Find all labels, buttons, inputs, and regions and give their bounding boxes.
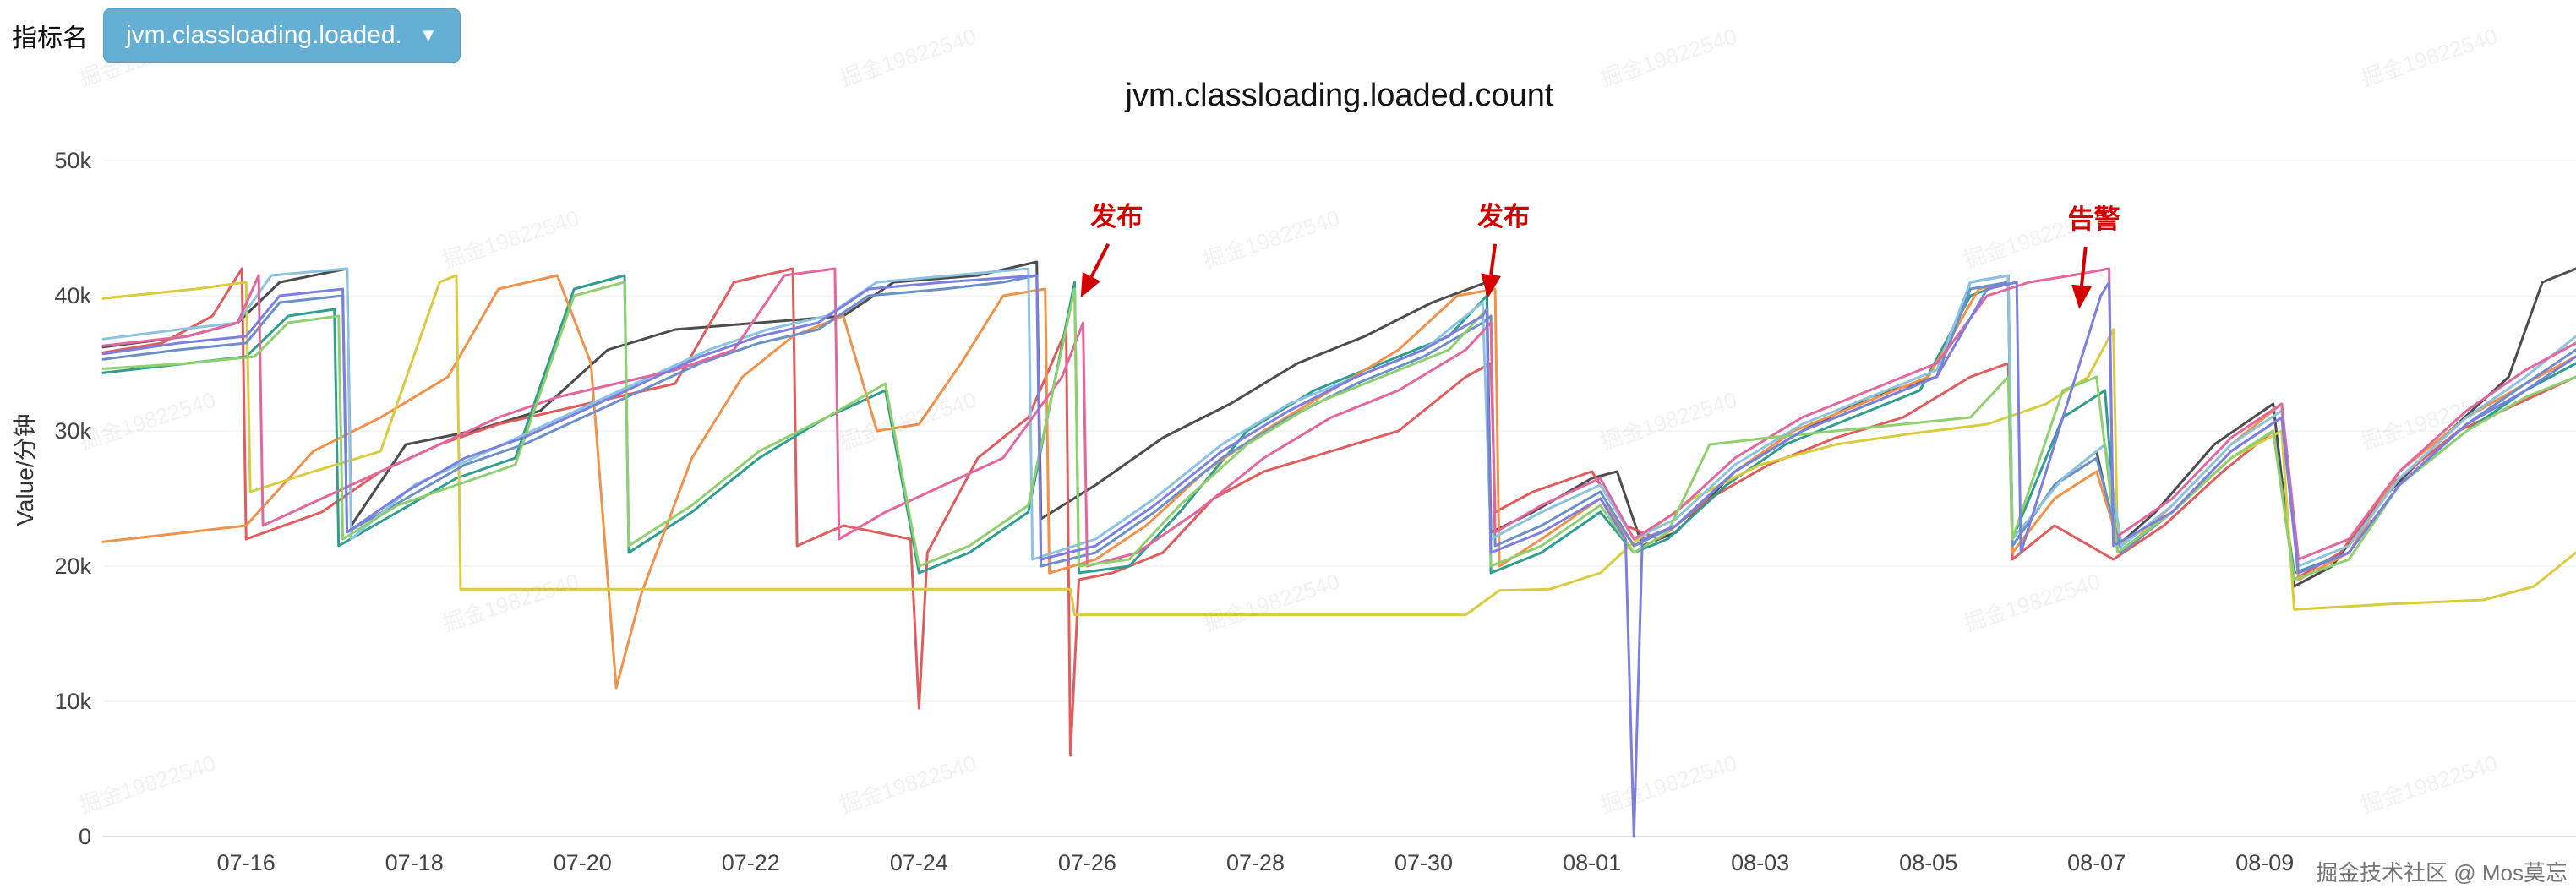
metric-name-label: 指标名 xyxy=(12,25,88,52)
svg-text:发布: 发布 xyxy=(1089,202,1143,232)
svg-text:07-18: 07-18 xyxy=(385,850,444,875)
svg-text:07-28: 07-28 xyxy=(1226,850,1285,875)
svg-text:10k: 10k xyxy=(54,689,91,714)
metric-toolbar: 指标名 jvm.classloading.loaded. ▼ xyxy=(0,0,461,71)
svg-text:08-07: 08-07 xyxy=(2067,850,2126,875)
svg-text:40k: 40k xyxy=(54,283,91,308)
svg-text:07-26: 07-26 xyxy=(1058,850,1116,875)
svg-text:07-22: 07-22 xyxy=(722,850,780,875)
svg-text:0: 0 xyxy=(79,824,91,849)
svg-text:07-20: 07-20 xyxy=(554,850,612,875)
svg-text:50k: 50k xyxy=(54,148,91,173)
watermark-credit: 掘金技术社区 @ Mos莫忘 xyxy=(2316,860,2568,886)
y-axis-label: Value/分钟 xyxy=(12,413,38,526)
svg-text:发布: 发布 xyxy=(1476,202,1530,232)
svg-text:07-24: 07-24 xyxy=(890,850,948,875)
svg-text:07-16: 07-16 xyxy=(217,850,276,875)
metric-selector-value: jvm.classloading.loaded. xyxy=(126,21,402,49)
svg-text:告警: 告警 xyxy=(2068,204,2120,234)
chart-title: jvm.classloading.loaded.count xyxy=(1125,78,1554,113)
svg-text:08-01: 08-01 xyxy=(1563,850,1621,875)
svg-text:08-09: 08-09 xyxy=(2235,850,2294,875)
svg-text:30k: 30k xyxy=(54,418,91,444)
svg-text:08-05: 08-05 xyxy=(1899,850,1957,875)
svg-text:07-30: 07-30 xyxy=(1394,850,1453,875)
metric-selector-dropdown[interactable]: jvm.classloading.loaded. ▼ xyxy=(103,8,461,63)
svg-text:20k: 20k xyxy=(54,553,91,579)
svg-text:08-03: 08-03 xyxy=(1731,850,1789,875)
chevron-down-icon: ▼ xyxy=(418,25,438,46)
